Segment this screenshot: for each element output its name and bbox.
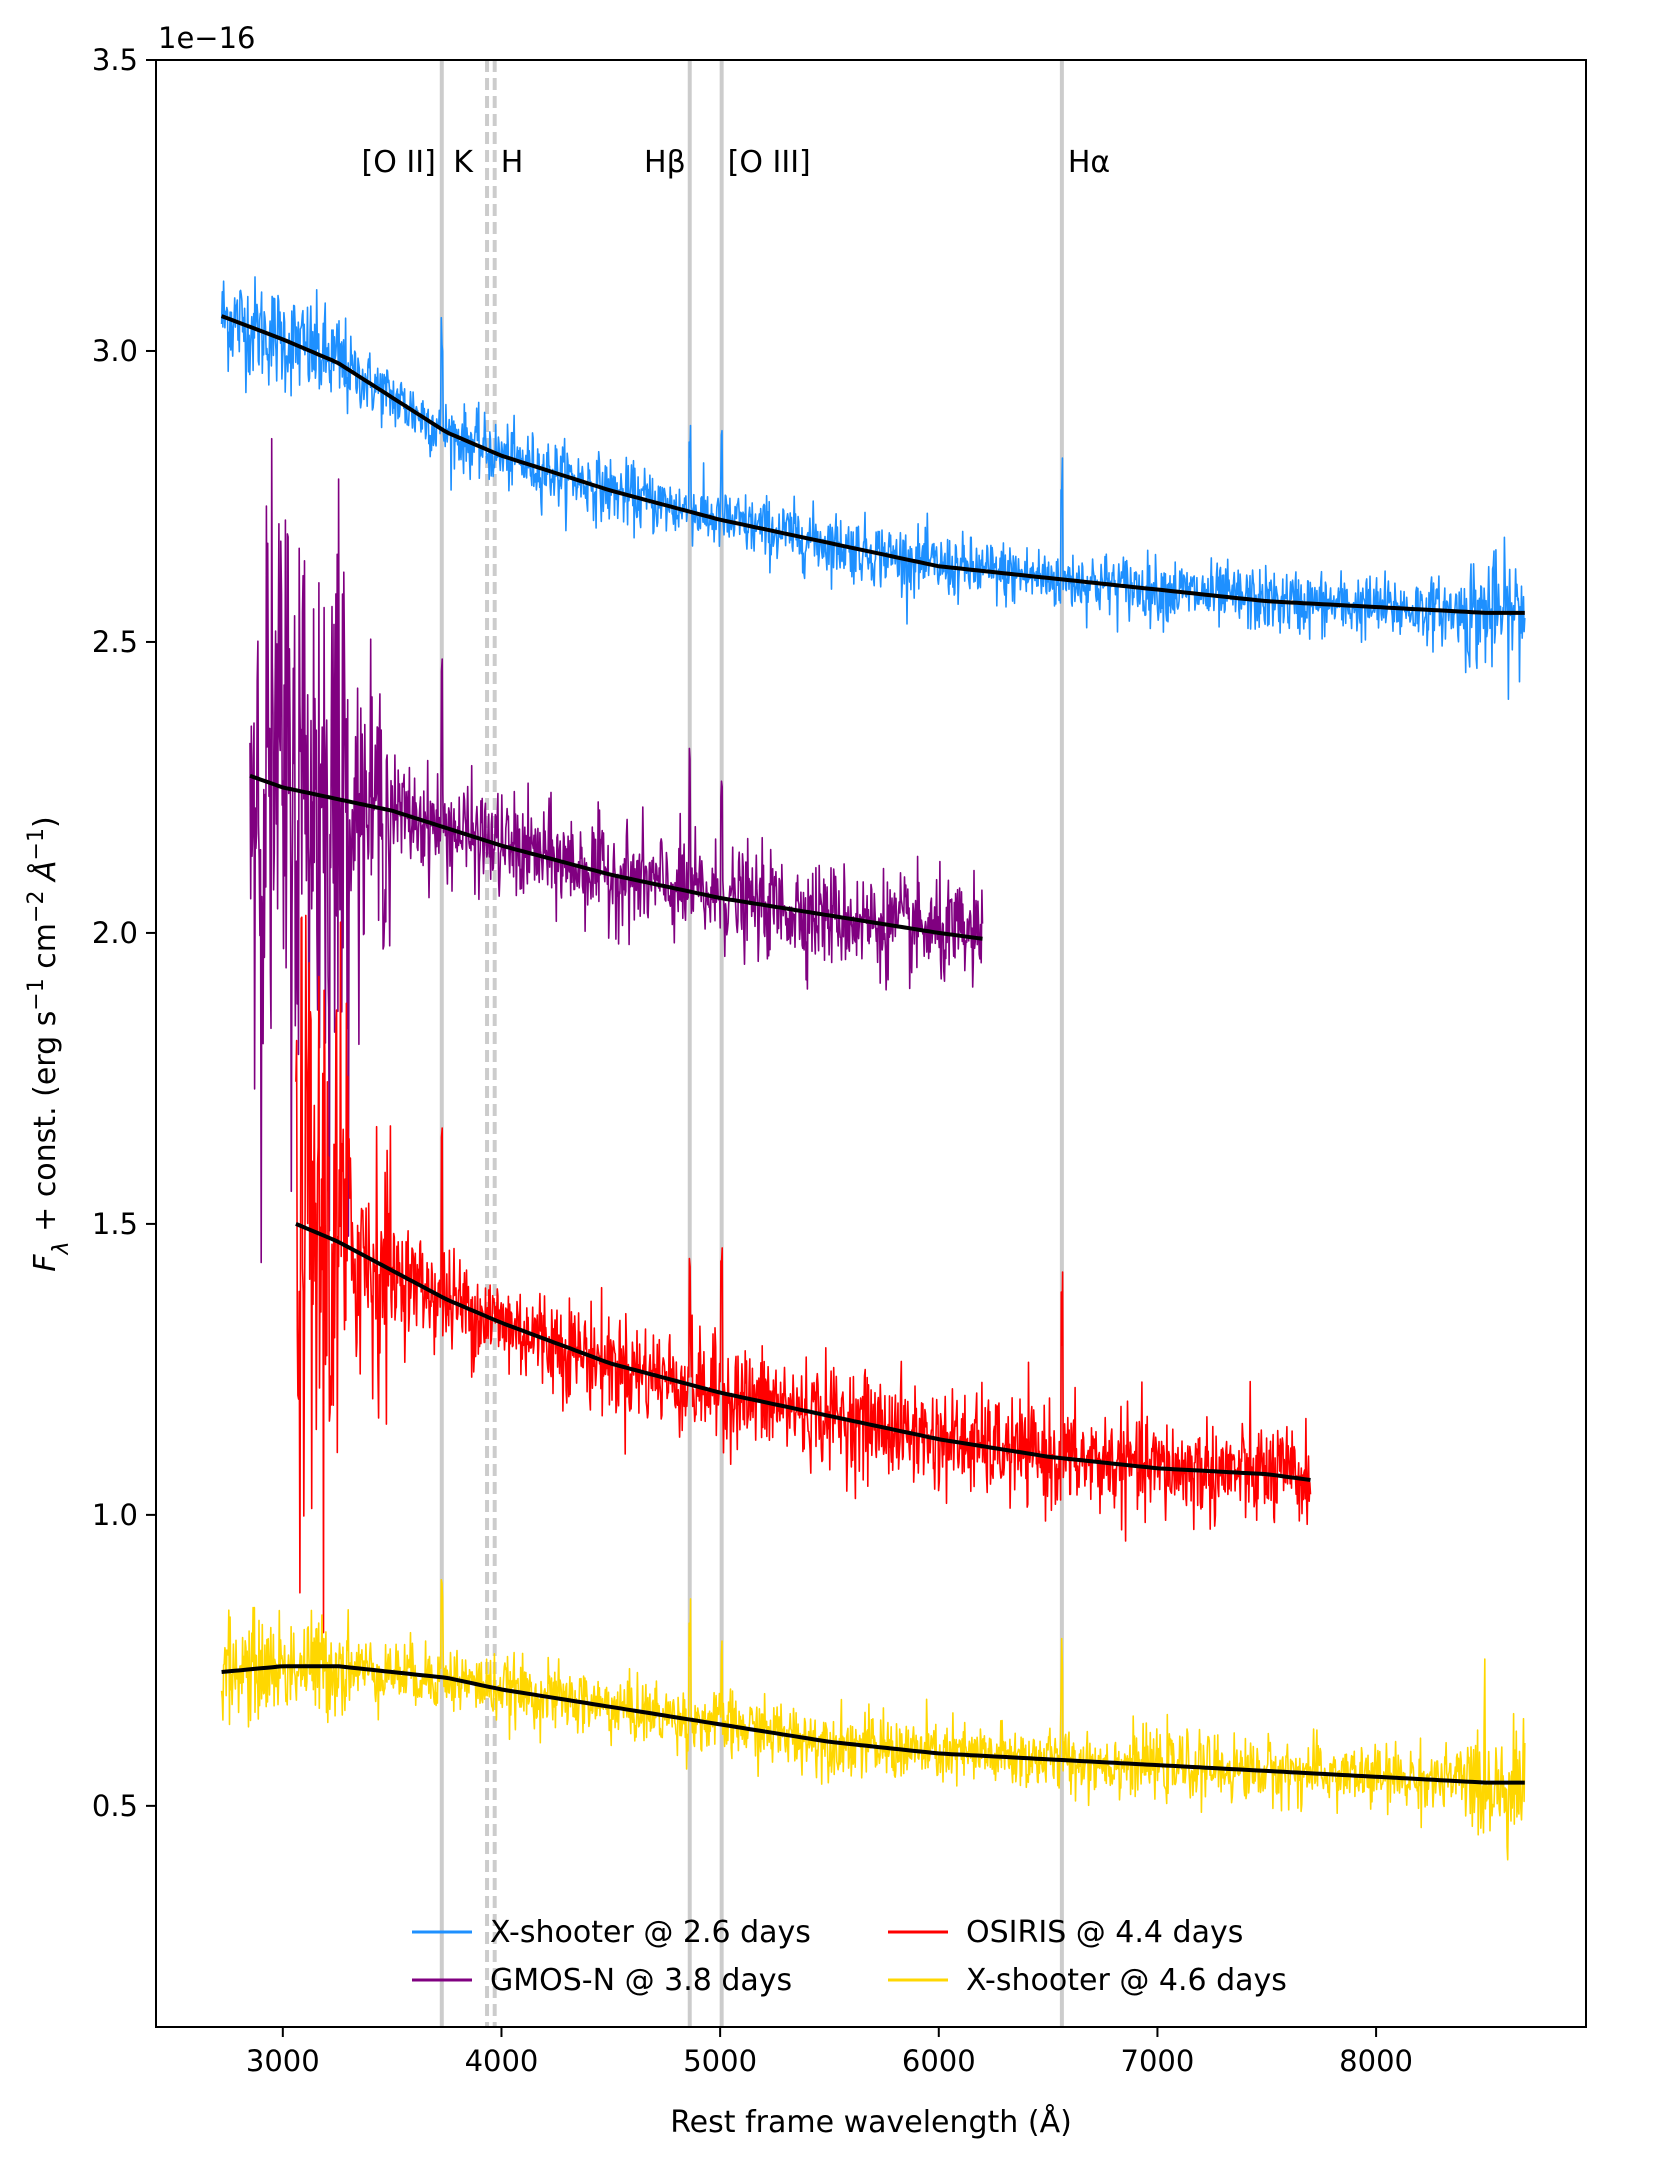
x-tick-label-3: 6000: [902, 2044, 976, 2078]
spectrum-series-2: [295, 914, 1312, 1634]
x-tick-label-2: 5000: [683, 2044, 757, 2078]
y-tick-label-4: 2.5: [92, 625, 138, 659]
y-tick-label-0: 0.5: [92, 1789, 138, 1823]
y-tick-label-5: 3.0: [92, 334, 138, 368]
spectrum-series-3: [220, 1578, 1526, 1861]
y-offset-text: 1e−16: [158, 21, 256, 55]
line-marker-label-3: Hβ: [644, 145, 686, 180]
y-axis-label: Fλ + const. (erg s−1 cm−2 Å−1): [24, 816, 74, 1271]
spectral-line-labels: [O II] K H Hβ [O III] Hα: [362, 145, 1111, 180]
line-marker-label-4: [O III]: [728, 145, 811, 180]
x-tick-label-1: 4000: [465, 2044, 539, 2078]
x-tick-label-4: 7000: [1121, 2044, 1195, 2078]
spectra-series: [220, 276, 1526, 1861]
x-tick-label-5: 8000: [1339, 2044, 1413, 2078]
x-axis-label: Rest frame wavelength (Å): [670, 2104, 1072, 2140]
line-marker-label-5: Hα: [1068, 145, 1110, 180]
y-tick-label-6: 3.5: [92, 43, 138, 77]
line-marker-label-0: [O II]: [362, 145, 436, 180]
line-marker-label-1: K: [453, 145, 474, 180]
y-tick-label-1: 1.0: [92, 1498, 138, 1532]
legend-label-2: OSIRIS @ 4.4 days: [966, 1915, 1243, 1950]
legend-label-3: X-shooter @ 4.6 days: [966, 1963, 1287, 1998]
legend: X-shooter @ 2.6 days GMOS-N @ 3.8 days OSI…: [412, 1915, 1287, 1998]
model-curve-3: [221, 1664, 1525, 1785]
model-curves: [220, 314, 1525, 1785]
model-curve-1: [249, 773, 983, 941]
legend-label-0: X-shooter @ 2.6 days: [490, 1915, 811, 1950]
y-tick-label-3: 2.0: [92, 916, 138, 950]
y-axis: 0.5 1.0 1.5 2.0 2.5 3.0 3.5: [92, 43, 156, 1823]
model-curve-0: [220, 314, 1525, 615]
y-tick-label-2: 1.5: [92, 1207, 138, 1241]
x-tick-label-0: 3000: [246, 2044, 320, 2078]
line-marker-label-2: H: [501, 145, 524, 180]
plot-frame: [155, 59, 1587, 2028]
spectrum-series-1: [249, 437, 984, 1264]
spectral-line-markers: [439, 60, 1064, 2027]
x-axis: 3000 4000 5000 6000 7000 8000: [246, 2027, 1413, 2078]
model-curve-2: [295, 1222, 1311, 1482]
legend-label-1: GMOS-N @ 3.8 days: [490, 1963, 792, 1998]
spectrum-series-0: [220, 276, 1526, 701]
